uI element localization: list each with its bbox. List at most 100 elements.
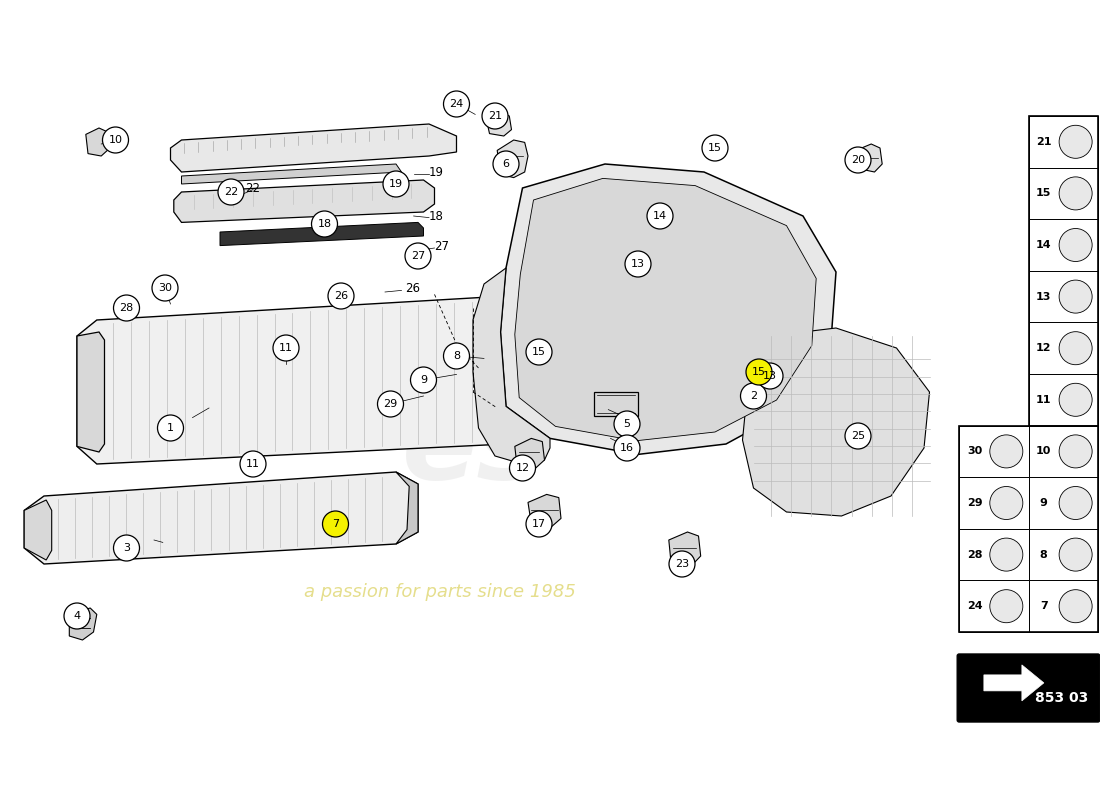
Text: 26: 26	[334, 291, 348, 301]
Text: 23: 23	[675, 559, 689, 569]
Bar	[1028, 426, 1098, 477]
Polygon shape	[182, 164, 402, 184]
Text: 4: 4	[74, 611, 80, 621]
Polygon shape	[473, 268, 550, 464]
Bar	[1028, 116, 1098, 426]
Text: 29: 29	[967, 498, 982, 508]
Bar	[959, 477, 1028, 529]
Polygon shape	[486, 112, 512, 136]
Polygon shape	[983, 665, 1044, 701]
Text: 15: 15	[752, 367, 766, 377]
Text: 10: 10	[109, 135, 122, 145]
Text: 11: 11	[246, 459, 260, 469]
Text: 28: 28	[120, 303, 133, 313]
Polygon shape	[515, 178, 816, 441]
Circle shape	[377, 391, 404, 417]
Text: 18: 18	[429, 210, 444, 222]
Text: 21: 21	[488, 111, 502, 121]
Text: 27: 27	[434, 240, 450, 253]
Circle shape	[273, 335, 299, 361]
Circle shape	[1059, 435, 1092, 468]
Circle shape	[493, 151, 519, 177]
Text: 13: 13	[763, 371, 777, 381]
Text: 7: 7	[1040, 602, 1047, 611]
Circle shape	[845, 423, 871, 449]
Bar	[1028, 581, 1098, 632]
Circle shape	[990, 435, 1023, 468]
Text: 21: 21	[1036, 137, 1052, 146]
Circle shape	[1059, 280, 1092, 313]
Circle shape	[1059, 538, 1092, 571]
Text: 2: 2	[750, 391, 757, 401]
Circle shape	[990, 538, 1023, 571]
Bar	[1028, 219, 1098, 270]
Circle shape	[614, 435, 640, 461]
Circle shape	[669, 551, 695, 577]
Circle shape	[405, 243, 431, 269]
Text: 28: 28	[967, 550, 982, 559]
Circle shape	[64, 603, 90, 629]
Polygon shape	[77, 332, 104, 452]
Polygon shape	[742, 328, 929, 516]
Text: 17: 17	[532, 519, 546, 529]
Polygon shape	[515, 438, 544, 468]
Circle shape	[702, 135, 728, 161]
Text: 27: 27	[411, 251, 425, 261]
Circle shape	[157, 415, 184, 441]
Text: 19: 19	[389, 179, 403, 189]
Bar	[959, 426, 1028, 477]
Text: europ: europ	[147, 314, 513, 422]
Text: 15: 15	[708, 143, 722, 153]
Circle shape	[218, 179, 244, 205]
Polygon shape	[528, 494, 561, 528]
Text: 5: 5	[624, 419, 630, 429]
Text: 25: 25	[851, 431, 865, 441]
Bar	[1028, 529, 1098, 581]
Circle shape	[443, 91, 470, 117]
Text: 8: 8	[453, 351, 460, 361]
Circle shape	[526, 339, 552, 365]
Polygon shape	[500, 164, 836, 454]
Circle shape	[102, 127, 129, 153]
Text: 9: 9	[1040, 498, 1047, 508]
Circle shape	[1059, 332, 1092, 365]
Text: 15: 15	[1036, 188, 1052, 198]
Text: 3: 3	[123, 543, 130, 553]
Text: es: es	[403, 394, 543, 502]
Text: 22: 22	[245, 182, 261, 195]
Circle shape	[1059, 177, 1092, 210]
Text: 11: 11	[1036, 395, 1052, 405]
Bar	[1028, 270, 1098, 322]
Text: 24: 24	[450, 99, 463, 109]
Circle shape	[845, 147, 871, 173]
Text: 12: 12	[516, 463, 529, 473]
Circle shape	[740, 383, 767, 409]
Circle shape	[647, 203, 673, 229]
Circle shape	[443, 343, 470, 369]
Text: 10: 10	[1036, 446, 1052, 456]
Bar	[1028, 374, 1098, 426]
Circle shape	[383, 171, 409, 197]
Polygon shape	[77, 296, 528, 464]
Circle shape	[526, 511, 552, 537]
Circle shape	[410, 367, 437, 393]
Circle shape	[152, 275, 178, 301]
Polygon shape	[69, 608, 97, 640]
Polygon shape	[86, 128, 110, 156]
Bar	[959, 426, 1098, 632]
Text: 20: 20	[851, 155, 865, 165]
Bar	[1028, 168, 1098, 219]
Text: 26: 26	[405, 282, 420, 295]
Circle shape	[482, 103, 508, 129]
Polygon shape	[24, 500, 52, 560]
Bar	[1028, 322, 1098, 374]
Polygon shape	[669, 532, 701, 566]
Text: 29: 29	[384, 399, 397, 409]
Text: 22: 22	[224, 187, 238, 197]
Text: 1: 1	[167, 423, 174, 433]
Polygon shape	[170, 124, 456, 172]
Text: 14: 14	[1036, 240, 1052, 250]
FancyBboxPatch shape	[957, 654, 1100, 722]
Bar	[1028, 116, 1098, 168]
Text: 853 03: 853 03	[1035, 690, 1088, 705]
